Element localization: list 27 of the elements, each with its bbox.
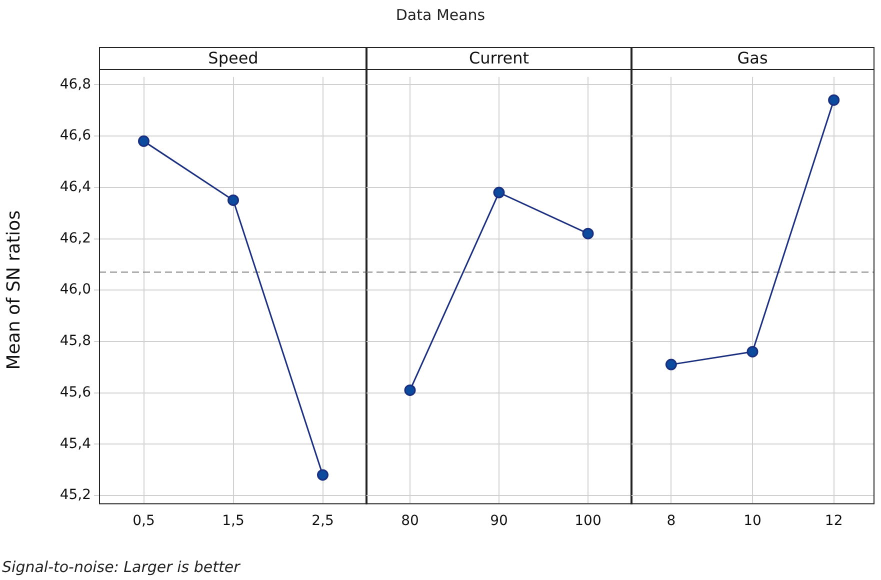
y-tick-label: 45,6 bbox=[60, 384, 92, 400]
point bbox=[138, 135, 150, 147]
x-tick-label: 0,5 bbox=[132, 513, 155, 530]
x-tick-label: 8 bbox=[666, 513, 676, 530]
x-tick-label: 90 bbox=[490, 513, 508, 530]
y-axis-title: Mean of SN ratios bbox=[3, 210, 24, 370]
y-tick-label: 46,2 bbox=[60, 230, 91, 246]
chart-title: Current bbox=[468, 48, 530, 68]
point bbox=[317, 469, 328, 481]
text: Data Means bbox=[394, 6, 486, 24]
chart-title: Gas bbox=[737, 48, 768, 68]
y-tick-label: 45,4 bbox=[60, 436, 92, 452]
x-tick-label: 2,5 bbox=[312, 513, 334, 530]
y-tick-label: 46,4 bbox=[60, 179, 92, 196]
point bbox=[228, 194, 239, 206]
chart-title: Speed bbox=[208, 48, 258, 68]
x-tick-label: 12 bbox=[824, 513, 843, 530]
y-tick-label: 45,8 bbox=[60, 333, 91, 350]
y-tick-label: 46,0 bbox=[60, 282, 91, 298]
x-tick-label: 80 bbox=[401, 513, 419, 530]
x-tick-label: 1,5 bbox=[222, 513, 244, 530]
y-tick-label: 46,8 bbox=[60, 76, 91, 92]
text: Signal-to-noise: Larger is better bbox=[2, 558, 240, 576]
y-tick-label: 46,6 bbox=[60, 128, 92, 144]
y-tick-label: 45,2 bbox=[60, 487, 91, 504]
x-tick-label: 100 bbox=[574, 513, 602, 530]
x-tick-label: 10 bbox=[744, 513, 762, 530]
